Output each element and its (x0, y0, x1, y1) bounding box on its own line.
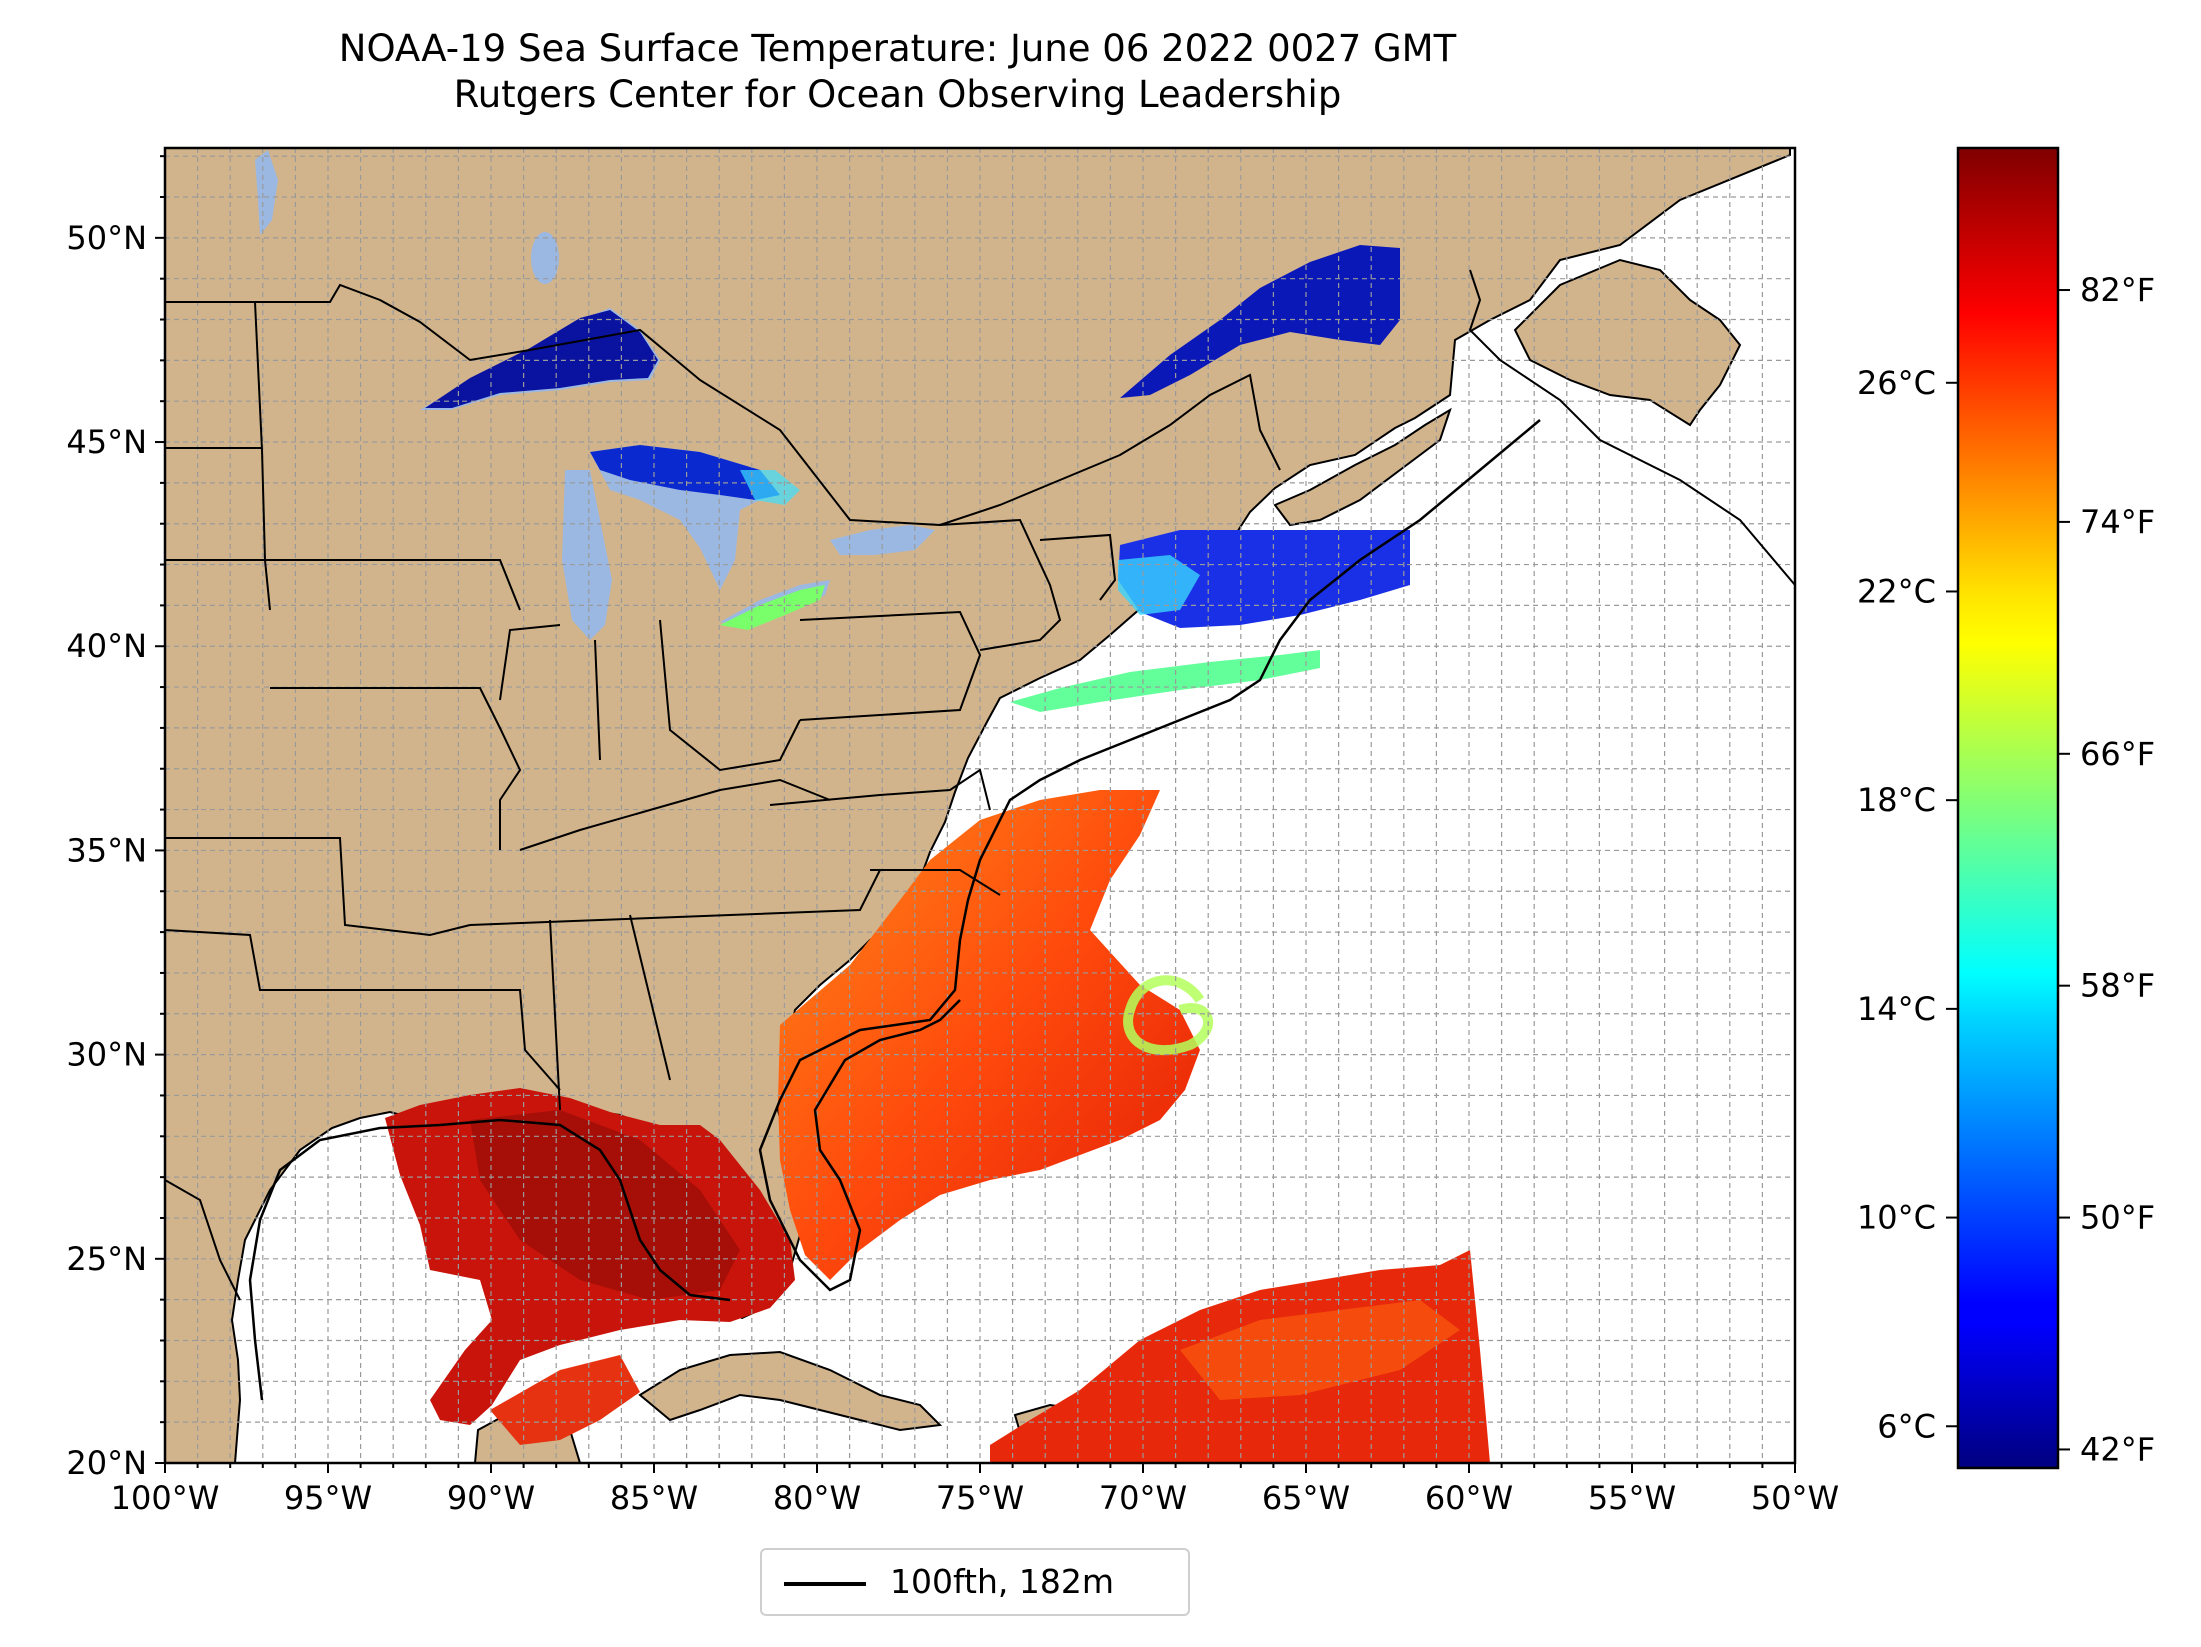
border-ohio (659, 619, 801, 772)
map-area (163, 146, 1797, 1465)
y-tick-label: 40°N (66, 627, 147, 665)
colorbar-f-label: 42°F (2080, 1430, 2155, 1468)
border-us-canada (165, 283, 1281, 527)
x-tick-label: 65°W (1262, 1479, 1350, 1517)
colorbar-celsius-axis: 6°C 10°C 14°C 18°C 22°C 26°C (1857, 364, 1958, 1445)
colorbar: 6°C 10°C 14°C 18°C 22°C 26°C 42°F 50°F 58°F 66°F… (1857, 146, 2155, 1470)
colorbar-c-label: 18°C (1857, 781, 1936, 819)
x-tick-label: 95°W (284, 1479, 372, 1517)
sst-lake-superior (425, 310, 658, 408)
lake-winnipeg (255, 150, 278, 235)
sst-caribbean-orange (1180, 1300, 1460, 1400)
gridlines (165, 148, 1795, 1463)
x-tick-label: 55°W (1588, 1479, 1676, 1517)
border-pennsylvania (799, 610, 982, 721)
isobath-100fth (758, 419, 1541, 1292)
x-tick-label: 100°W (111, 1479, 220, 1517)
colorbar-c-label: 22°C (1857, 572, 1936, 610)
border-illinois (499, 624, 561, 701)
sst-west-atlantic (778, 790, 1200, 1280)
state-borders (165, 283, 1281, 1301)
border-kansas-ok (165, 837, 471, 937)
legend: 100fth, 182m (760, 1548, 1190, 1616)
border-al-ga (629, 914, 671, 1081)
colorbar-f-label: 82°F (2080, 271, 2155, 309)
chart-title: NOAA-19 Sea Surface Temperature: June 06… (165, 26, 1630, 118)
legend-line-swatch (784, 1582, 866, 1586)
x-tick-label: 70°W (1099, 1479, 1187, 1517)
sst-lake-huron-cyan (740, 470, 800, 505)
border-virginia (769, 768, 991, 811)
isobath-north (1468, 269, 1795, 586)
colorbar-gradient (1956, 146, 2060, 1470)
y-tick-label: 35°N (66, 831, 147, 869)
x-axis: 100°W 95°W 90°W 85°W 80°W 75°W 70°W 65°W 60°W 55°… (111, 1463, 1839, 1517)
land-newfoundland (1513, 258, 1742, 427)
y-tick-label: 30°N (66, 1036, 147, 1074)
colorbar-c-label: 26°C (1857, 364, 1936, 402)
border-tennessee (469, 869, 881, 926)
isobath-gulf (248, 1118, 731, 1401)
y-tick-label: 25°N (66, 1240, 147, 1278)
border-texas (165, 929, 345, 991)
colorbar-c-label: 10°C (1857, 1199, 1936, 1237)
sst-lake-huron (590, 445, 780, 500)
x-tick-label: 90°W (447, 1479, 535, 1517)
land-nova-scotia (1273, 407, 1452, 527)
colorbar-fahrenheit-axis: 42°F 50°F 58°F 66°F 74°F 82°F (2058, 271, 2155, 1468)
border-missouri (270, 687, 522, 850)
border-mexico (165, 1179, 241, 1301)
sst-lake-erie (720, 585, 825, 630)
x-tick-label: 60°W (1425, 1479, 1513, 1517)
title-line-1: NOAA-19 Sea Surface Temperature: June 06… (338, 27, 1457, 70)
colorbar-f-label: 66°F (2080, 735, 2155, 773)
colorbar-c-label: 6°C (1877, 1407, 1936, 1445)
colorbar-f-label: 74°F (2080, 503, 2155, 541)
lake-winnipegosis (531, 232, 559, 284)
x-tick-label: 75°W (936, 1479, 1024, 1517)
x-tick-label: 50°W (1751, 1479, 1839, 1517)
colorbar-c-label: 14°C (1857, 990, 1936, 1028)
border-kentucky (519, 778, 831, 851)
sst-gulf-of-maine (1118, 530, 1410, 628)
colorbar-f-label: 50°F (2080, 1199, 2155, 1237)
sst-spiral (1123, 975, 1214, 1055)
border-iowa (262, 559, 521, 611)
sst-gulf-of-maine-cyan (1118, 555, 1200, 615)
colorbar-f-label: 58°F (2080, 967, 2155, 1005)
legend-label: 100fth, 182m (890, 1562, 1114, 1601)
y-tick-label: 50°N (66, 219, 147, 257)
border-nc-sc (870, 869, 1001, 896)
sst-mid-atlantic-shelf (1010, 650, 1320, 712)
border-new-england (1039, 533, 1117, 601)
border-ms-al (549, 919, 561, 1111)
border-ar-la (345, 989, 561, 1091)
border-minnesota (254, 301, 271, 611)
border-indiana (594, 639, 601, 761)
title-line-2: Rutgers Center for Ocean Observing Leade… (453, 73, 1342, 116)
x-tick-label: 80°W (773, 1479, 861, 1517)
x-tick-label: 85°W (610, 1479, 698, 1517)
y-axis: 20°N 25°N 30°N 35°N 40°N 45°N 50°N (66, 155, 165, 1482)
y-tick-label: 20°N (66, 1444, 147, 1482)
border-new-york (939, 518, 1062, 651)
lake-michigan (562, 470, 612, 640)
y-tick-label: 45°N (66, 423, 147, 461)
land-cuba (638, 1350, 943, 1432)
sst-st-lawrence (1120, 245, 1400, 398)
sst-gulf-dark (470, 1110, 740, 1300)
